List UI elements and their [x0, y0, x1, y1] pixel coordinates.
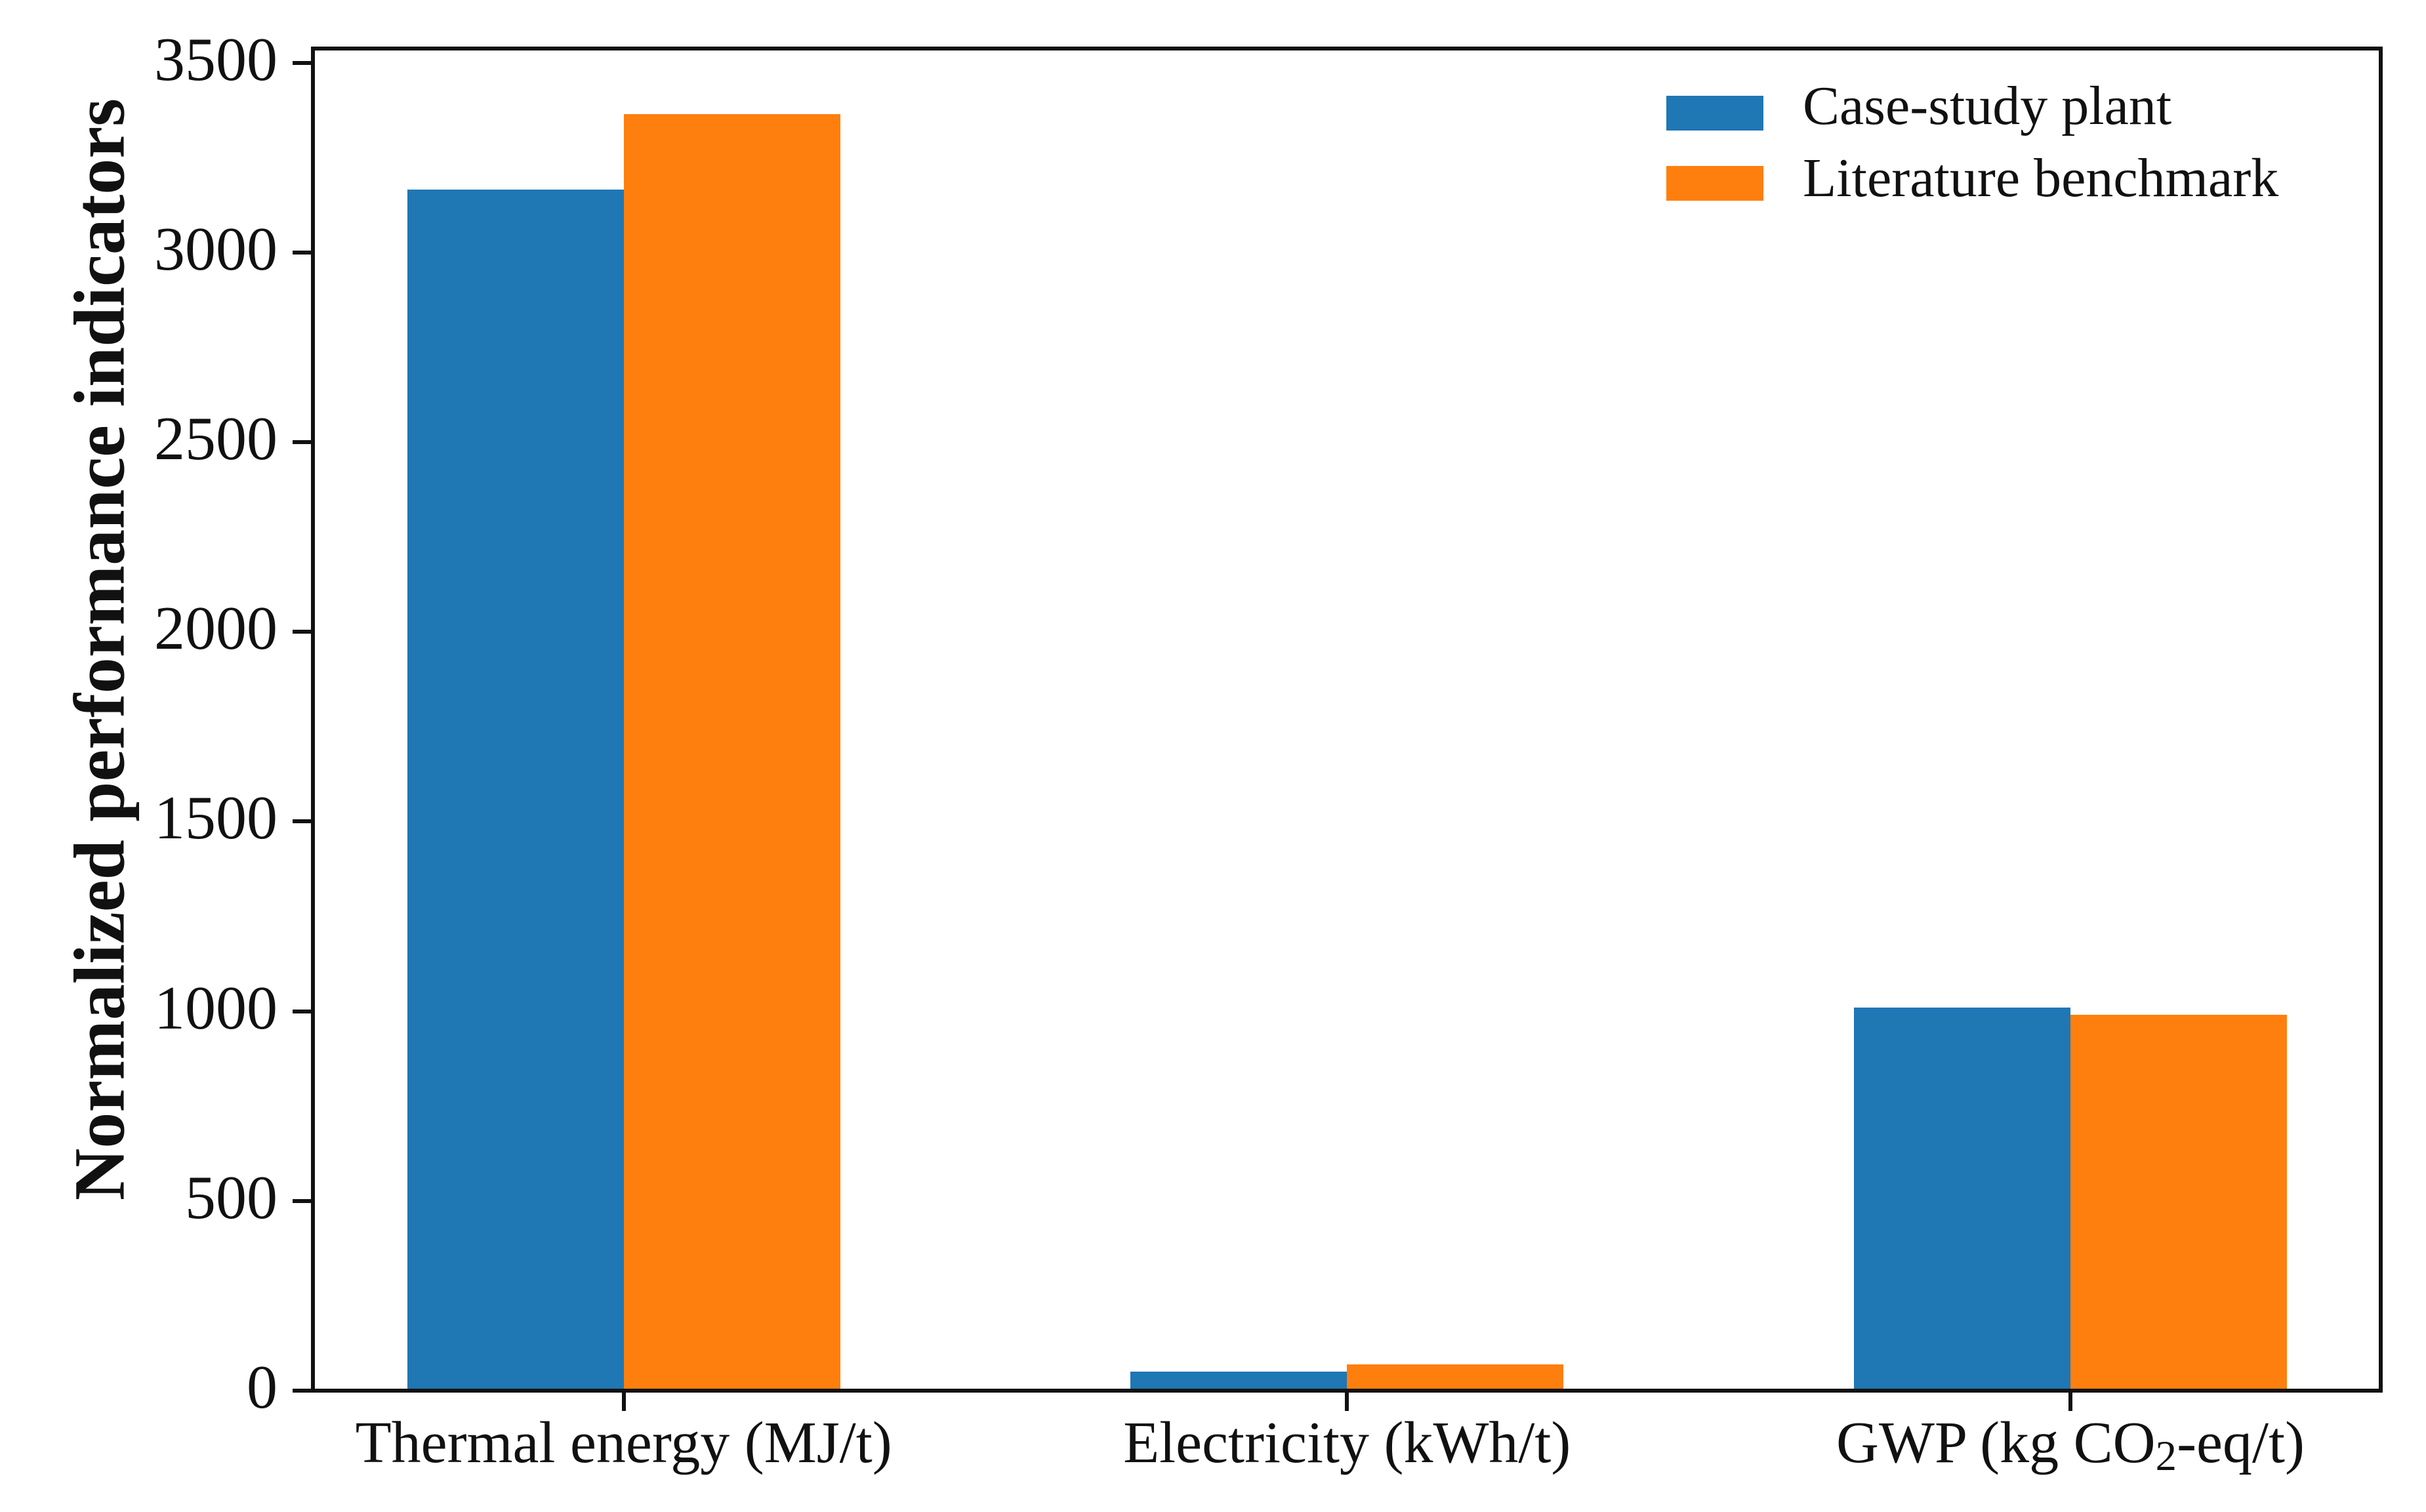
y-tick-mark-3500: [293, 60, 311, 65]
bar-literature-benchmark-thermal-energy-mj-t: [623, 113, 840, 1391]
bar-case-study-plant-electricity-kwh-t: [1130, 1372, 1347, 1391]
y-tick-label-2500: 2500: [154, 404, 278, 473]
x-tick-mark-gwp-kg-co2-eq-t: [2068, 1393, 2072, 1411]
y-tick-label-0: 0: [247, 1353, 278, 1421]
y-tick-label-2000: 2000: [154, 594, 278, 663]
y-tick-label-1500: 1500: [154, 784, 278, 853]
co2-subscript: 2: [2155, 1432, 2177, 1480]
y-tick-mark-500: [293, 1198, 311, 1203]
x-tick-label-gwp-kg-co2-eq-t: GWP (kg CO2-eq/t): [1836, 1410, 2305, 1480]
bar-literature-benchmark-gwp-kg-co2-eq-t: [2070, 1015, 2287, 1391]
x-tick-label-electricity-kwh-t: Electricity (kWh/t): [1123, 1410, 1571, 1475]
y-tick-mark-0: [293, 1389, 311, 1393]
y-tick-mark-3000: [293, 250, 311, 255]
y-tick-label-500: 500: [185, 1163, 278, 1232]
bar-case-study-plant-gwp-kg-co2-eq-t: [1854, 1007, 2070, 1391]
x-tick-mark-thermal-energy-mj-t: [621, 1393, 626, 1411]
legend-label-case-study-plant: Case-study plant: [1803, 75, 2172, 136]
y-tick-mark-1000: [293, 1009, 311, 1013]
y-tick-mark-2500: [293, 439, 311, 444]
x-tick-mark-electricity-kwh-t: [1345, 1393, 1349, 1411]
y-tick-mark-2000: [293, 630, 311, 634]
y-tick-label-3000: 3000: [154, 215, 278, 283]
x-tick-label-thermal-energy-mj-t: Thermal energy (MJ/t): [355, 1410, 892, 1475]
legend-label-literature-benchmark: Literature benchmark: [1803, 148, 2279, 209]
bar-literature-benchmark-electricity-kwh-t: [1347, 1364, 1564, 1391]
legend-swatch-case-study-plant: [1666, 96, 1763, 131]
y-tick-label-3500: 3500: [154, 25, 278, 94]
y-tick-mark-1500: [293, 819, 311, 824]
y-tick-label-1000: 1000: [154, 973, 278, 1042]
bar-case-study-plant-thermal-energy-mj-t: [407, 190, 624, 1391]
legend-swatch-literature-benchmark: [1666, 166, 1763, 201]
